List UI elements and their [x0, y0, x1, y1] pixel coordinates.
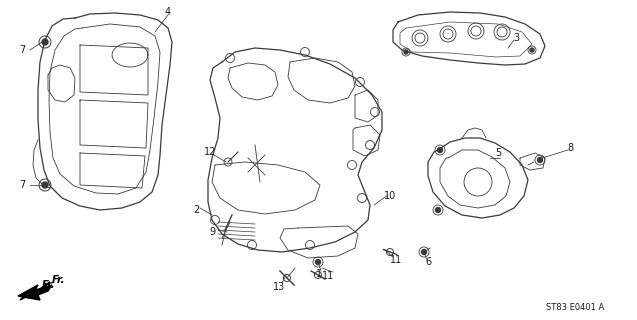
- Circle shape: [436, 207, 441, 212]
- Text: Fr.: Fr.: [52, 275, 66, 285]
- Text: 1: 1: [316, 269, 322, 279]
- Circle shape: [438, 148, 443, 153]
- Text: 12: 12: [204, 147, 216, 157]
- Text: ST83 E0401 A: ST83 E0401 A: [546, 303, 604, 313]
- Circle shape: [538, 157, 543, 163]
- Text: 8: 8: [567, 143, 573, 153]
- Text: 10: 10: [384, 191, 396, 201]
- Text: 3: 3: [513, 33, 519, 43]
- Text: 11: 11: [390, 255, 402, 265]
- Text: Fr.: Fr.: [42, 280, 55, 290]
- Polygon shape: [20, 282, 50, 300]
- Text: 11: 11: [322, 271, 334, 281]
- Circle shape: [422, 250, 427, 254]
- Circle shape: [530, 48, 534, 52]
- Text: 7: 7: [19, 45, 25, 55]
- Text: 6: 6: [425, 257, 431, 267]
- Text: 7: 7: [19, 180, 25, 190]
- Polygon shape: [18, 285, 52, 300]
- Text: 5: 5: [495, 148, 501, 158]
- Circle shape: [42, 182, 48, 188]
- Text: 9: 9: [209, 227, 215, 237]
- Text: 2: 2: [193, 205, 199, 215]
- Circle shape: [404, 50, 408, 54]
- Circle shape: [42, 39, 48, 45]
- Text: 13: 13: [273, 282, 285, 292]
- Circle shape: [315, 260, 320, 265]
- Text: 4: 4: [165, 7, 171, 17]
